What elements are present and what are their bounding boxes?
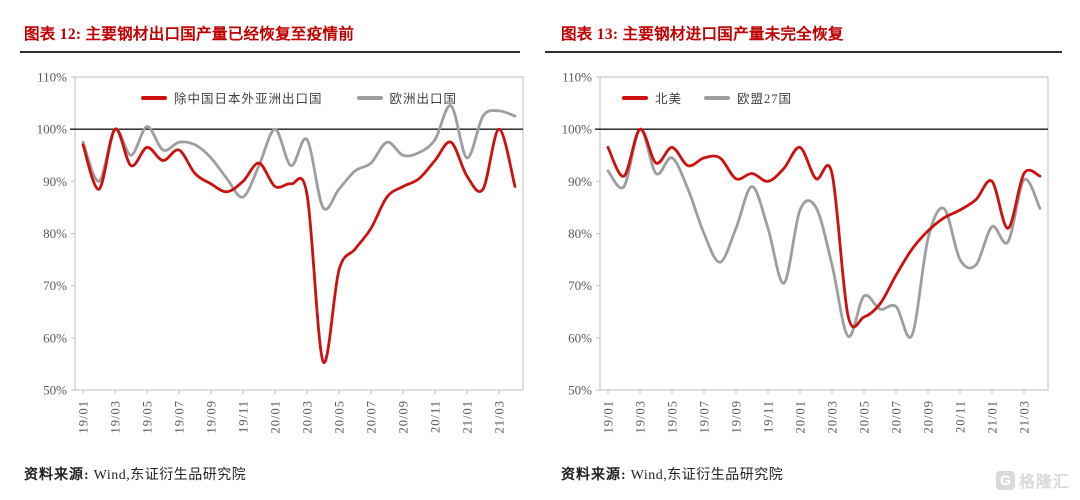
y-tick-label: 100% bbox=[562, 122, 593, 137]
chart-panel-left: 图表 12: 主要钢材出口国产量已经恢复至疫情前 50% 60% 70% 80% 90%… bbox=[20, 10, 524, 490]
x-tick-label: 19/01 bbox=[602, 400, 616, 433]
x-tick-label: 20/03 bbox=[301, 400, 315, 433]
x-tick-label: 21/01 bbox=[986, 400, 1000, 433]
legend-line-swatch bbox=[704, 95, 731, 100]
source-note-left: 资料来源: Wind,东证衍生品研究院 bbox=[20, 464, 520, 484]
legend-line-swatch bbox=[622, 95, 648, 100]
x-tick-label: 19/07 bbox=[698, 400, 712, 433]
x-tick-label: 20/05 bbox=[333, 400, 347, 433]
legend-right-chart: 北美 欧盟27国 bbox=[600, 88, 1070, 107]
x-tick-label: 19/03 bbox=[634, 400, 648, 433]
y-tick-label: 110% bbox=[562, 70, 592, 85]
legend-label: 除中国日本外亚洲出口国 bbox=[173, 92, 323, 106]
legend-line-swatch bbox=[140, 95, 167, 100]
x-tick-label: 21/03 bbox=[493, 400, 507, 433]
y-tick-label: 80% bbox=[568, 226, 592, 241]
x-tick-label: 20/03 bbox=[826, 400, 840, 433]
legend-label: 欧洲出口国 bbox=[389, 92, 458, 106]
x-tick-label: 20/07 bbox=[365, 400, 379, 433]
x-tick-label: 19/03 bbox=[109, 400, 123, 433]
gelonghui-logo-text: 格隆汇 bbox=[1018, 474, 1070, 491]
x-tick-label: 21/03 bbox=[1018, 400, 1032, 433]
source-text: Wind,东证衍生品研究院 bbox=[626, 468, 784, 483]
legend-label: 欧盟27国 bbox=[737, 92, 793, 106]
y-tick-label: 90% bbox=[43, 174, 67, 189]
plot-area-right: 50% 60% 70% 80% 90% 100% 110% 19/01 19/03 19/05 19… bbox=[545, 53, 1065, 457]
source-label: 资料来源: bbox=[24, 468, 90, 483]
y-tick-label: 60% bbox=[43, 330, 67, 345]
y-tick-label: 90% bbox=[568, 174, 592, 189]
y-tick-label: 80% bbox=[43, 226, 67, 241]
legend-item: 北美 bbox=[622, 88, 682, 107]
chart-title-left: 图表 12: 主要钢材出口国产量已经恢复至疫情前 bbox=[20, 10, 520, 53]
y-tick-label: 50% bbox=[568, 383, 592, 398]
x-tick-label: 19/11 bbox=[762, 400, 776, 433]
y-tick-label: 50% bbox=[43, 383, 67, 398]
red-series-path bbox=[606, 127, 1042, 329]
gelonghui-watermark: G 格隆汇 bbox=[995, 468, 1070, 492]
x-tick-label: 19/05 bbox=[141, 400, 155, 433]
y-tick-label: 60% bbox=[568, 330, 592, 345]
gray-series-path bbox=[81, 104, 517, 211]
x-tick-label: 19/11 bbox=[237, 400, 251, 433]
legend-label: 北美 bbox=[655, 92, 683, 106]
source-note-right: 资料来源: Wind,东证衍生品研究院 bbox=[545, 464, 1062, 484]
y-tick-label: 110% bbox=[37, 70, 67, 85]
x-tick-label: 19/09 bbox=[730, 400, 744, 433]
source-text: Wind,东证衍生品研究院 bbox=[89, 468, 247, 483]
y-tick-label: 70% bbox=[568, 278, 592, 293]
x-tick-label: 20/11 bbox=[429, 400, 443, 433]
x-tick-label: 20/01 bbox=[794, 400, 808, 433]
x-tick-label: 21/01 bbox=[461, 400, 475, 433]
x-tick-label: 19/01 bbox=[77, 400, 91, 433]
x-tick-label: 20/09 bbox=[397, 400, 411, 433]
line-chart-left: 50% 60% 70% 80% 90% 100% 110% 19/01 19/03 19/05 19… bbox=[37, 70, 524, 433]
legend-item: 除中国日本外亚洲出口国 bbox=[140, 88, 323, 107]
y-tick-label: 70% bbox=[43, 278, 67, 293]
x-tick-label: 20/05 bbox=[858, 400, 872, 433]
chart-title-right: 图表 13: 主要钢材进口国产量未完全恢复 bbox=[545, 10, 1062, 53]
line-chart-right: 50% 60% 70% 80% 90% 100% 110% 19/01 19/03 19/05 19… bbox=[562, 70, 1049, 433]
gray-series-path bbox=[606, 127, 1042, 339]
legend-left-chart: 除中国日本外亚洲出口国 欧洲出口国 bbox=[75, 88, 523, 107]
gelonghui-logo-icon: G bbox=[995, 470, 1015, 490]
x-tick-label: 20/11 bbox=[954, 400, 968, 433]
x-tick-label: 19/09 bbox=[205, 400, 219, 433]
chart-panel-right: 图表 13: 主要钢材进口国产量未完全恢复 50% 60% 70% 80% 90% 100… bbox=[545, 10, 1062, 490]
x-tick-label: 20/07 bbox=[890, 400, 904, 433]
legend-item: 欧洲出口国 bbox=[356, 88, 458, 107]
x-tick-label: 20/01 bbox=[269, 400, 283, 433]
y-tick-label: 100% bbox=[37, 122, 68, 137]
x-tick-label: 19/05 bbox=[666, 400, 680, 433]
legend-item: 欧盟27国 bbox=[704, 88, 792, 107]
x-tick-label: 20/09 bbox=[922, 400, 936, 433]
legend-line-swatch bbox=[356, 95, 383, 100]
red-series-path bbox=[81, 127, 517, 364]
source-label: 资料来源: bbox=[561, 468, 627, 483]
x-tick-label: 19/07 bbox=[173, 400, 187, 433]
plot-area-left: 50% 60% 70% 80% 90% 100% 110% 19/01 19/03 19/05 19… bbox=[20, 53, 540, 457]
